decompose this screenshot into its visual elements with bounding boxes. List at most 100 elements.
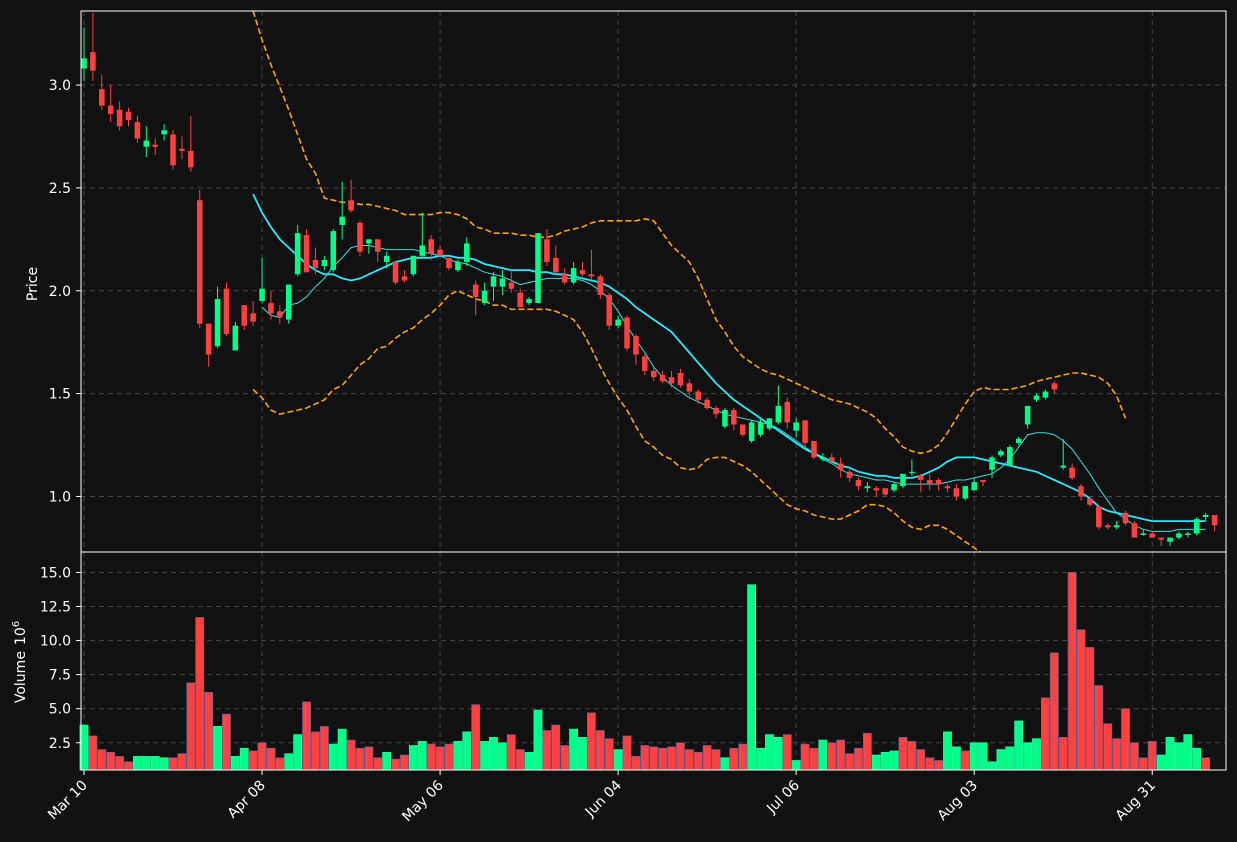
price-tick-label: 3.0 bbox=[49, 78, 71, 94]
candle-body bbox=[935, 480, 942, 485]
volume-bar bbox=[150, 756, 160, 771]
candle-body bbox=[642, 356, 648, 371]
candle-body bbox=[1007, 447, 1013, 466]
candle-body bbox=[464, 243, 470, 262]
candle-body bbox=[864, 486, 871, 489]
candle-body bbox=[170, 134, 176, 166]
volume-tick-label: 15.0 bbox=[40, 565, 71, 581]
candle-body bbox=[615, 319, 621, 326]
candle-body bbox=[375, 239, 381, 252]
volume-bar bbox=[729, 747, 739, 771]
candle-body bbox=[739, 424, 746, 435]
candle-body bbox=[998, 451, 1004, 456]
volume-bar bbox=[569, 728, 579, 771]
volume-bar bbox=[515, 749, 525, 771]
candle-body bbox=[659, 375, 666, 382]
volume-panel-frame bbox=[80, 551, 1227, 771]
candle-body bbox=[428, 239, 434, 254]
volume-bar bbox=[222, 713, 231, 771]
volume-bar bbox=[168, 757, 178, 771]
volume-bar bbox=[1156, 754, 1166, 771]
price-grid bbox=[81, 11, 1226, 552]
candle-body bbox=[829, 457, 835, 462]
candle-body bbox=[250, 313, 256, 322]
candle-body bbox=[1140, 533, 1147, 535]
candle-body bbox=[579, 270, 586, 275]
candle-body bbox=[499, 278, 506, 287]
volume-bar bbox=[391, 758, 400, 771]
candle-body bbox=[90, 52, 96, 71]
candle-body bbox=[161, 130, 167, 135]
candle-body bbox=[704, 399, 710, 409]
candle-body bbox=[944, 486, 951, 489]
volume-bar bbox=[640, 745, 650, 771]
candle-body bbox=[837, 463, 844, 470]
volume-bar bbox=[738, 743, 748, 771]
candle-body bbox=[668, 377, 675, 384]
candle-body bbox=[633, 336, 639, 355]
candle-body bbox=[561, 274, 568, 283]
volume-bar bbox=[996, 749, 1006, 771]
volume-bar bbox=[800, 743, 810, 771]
volume-bar bbox=[809, 747, 819, 771]
price-tick-label: 1.0 bbox=[49, 489, 71, 505]
volume-bar bbox=[898, 736, 908, 771]
candle-body bbox=[650, 370, 657, 378]
volume-bar bbox=[1121, 708, 1130, 771]
volume-bar bbox=[720, 757, 730, 771]
volume-bar bbox=[497, 742, 507, 771]
candle-body bbox=[677, 373, 684, 386]
candle-body bbox=[1158, 537, 1164, 540]
volume-axis-title: Volume 106 bbox=[11, 621, 29, 703]
volume-bar bbox=[1076, 629, 1086, 771]
price-axis-title: Price bbox=[25, 267, 41, 301]
volume-bar bbox=[604, 738, 614, 771]
volume-bar bbox=[880, 751, 890, 771]
candle-body bbox=[882, 488, 888, 495]
candle-body bbox=[143, 140, 150, 147]
volume-bar bbox=[587, 712, 596, 771]
candle-body bbox=[713, 408, 719, 415]
candle-body bbox=[909, 471, 915, 474]
candle-body bbox=[855, 480, 862, 487]
volume-bar bbox=[542, 730, 552, 771]
candle-body bbox=[196, 200, 203, 324]
candle-body bbox=[1033, 395, 1040, 400]
candle-body bbox=[891, 484, 897, 491]
candle-body bbox=[926, 480, 933, 485]
candle-body bbox=[116, 109, 123, 127]
volume-tick-label: 10.0 bbox=[40, 634, 71, 650]
candle-body bbox=[1024, 405, 1031, 425]
candle-body bbox=[953, 488, 960, 497]
candle-body bbox=[535, 233, 541, 304]
candle-body bbox=[446, 257, 452, 269]
volume-bar bbox=[667, 746, 676, 771]
volume-bar bbox=[319, 726, 329, 771]
candle-body bbox=[989, 457, 995, 470]
candle-body bbox=[517, 292, 523, 308]
volume-bar bbox=[791, 760, 801, 771]
candle-body bbox=[1202, 514, 1209, 518]
candle-body bbox=[588, 274, 595, 277]
volume-bar bbox=[426, 743, 436, 771]
candle-body bbox=[321, 259, 328, 267]
candle-body bbox=[330, 231, 337, 271]
volume-bar bbox=[1005, 746, 1015, 771]
candle-body bbox=[1015, 438, 1022, 443]
candle-body bbox=[597, 276, 604, 295]
candle-body bbox=[268, 303, 274, 314]
candle-body bbox=[544, 239, 550, 262]
candle-body bbox=[1042, 391, 1049, 398]
candle-body bbox=[846, 471, 853, 478]
volume-bar bbox=[1112, 738, 1122, 771]
volume-bar bbox=[133, 756, 142, 771]
volume-bar bbox=[773, 736, 783, 771]
band-lower-line bbox=[252, 289, 982, 552]
volume-bar bbox=[471, 704, 481, 771]
bands bbox=[252, 11, 1127, 552]
candle-body bbox=[553, 257, 559, 273]
volume-bar bbox=[328, 743, 338, 771]
volume-bar bbox=[613, 749, 623, 771]
price-y-ticks: 1.0 1.5 2.0 2.5 3.0 bbox=[49, 78, 81, 505]
volume-bar bbox=[711, 749, 721, 771]
